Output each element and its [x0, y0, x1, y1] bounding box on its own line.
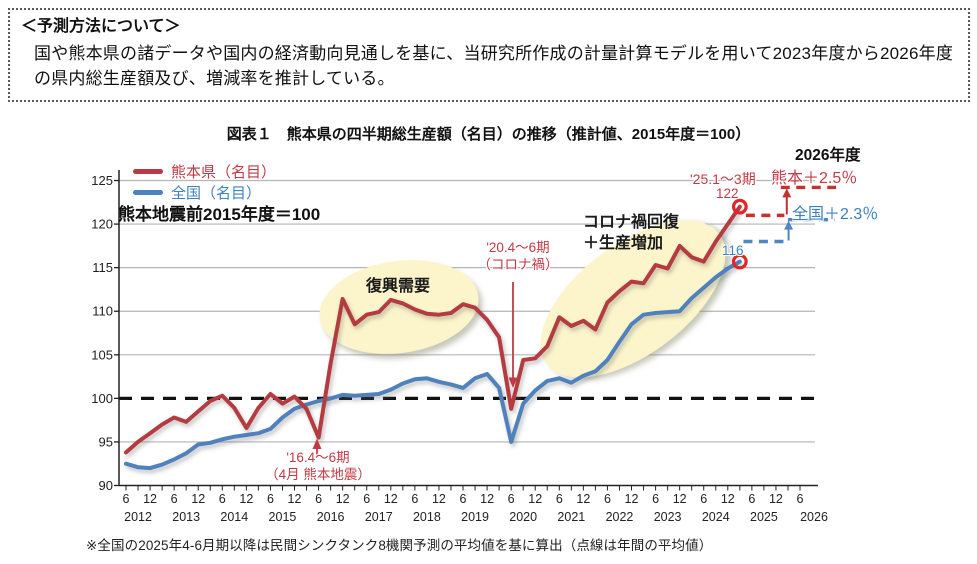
national-growth-arrowhead [784, 220, 794, 230]
x-year-label: 2013 [172, 510, 200, 524]
x-tick-label: 12 [769, 492, 783, 506]
x-year-label: 2020 [509, 510, 537, 524]
y-tick-label: 110 [92, 304, 113, 319]
x-tick-label: 12 [721, 492, 735, 506]
method-box-title: ＜予測方法について＞ [21, 18, 181, 35]
x-tick-label: 6 [123, 492, 130, 506]
x-tick-label: 12 [528, 492, 542, 506]
national-growth-label: 全国＋2.3％ [792, 206, 879, 223]
y-tick-label: 115 [92, 260, 113, 275]
legend-item-kumamoto: 熊本県（名目） [133, 161, 276, 182]
legend-label-kumamoto: 熊本県（名目） [171, 164, 277, 181]
y-tick-label: 95 [99, 434, 113, 449]
y-tick-label: 105 [91, 347, 113, 362]
kumamoto-growth-arrowhead [782, 188, 792, 198]
x-tick-label: 6 [652, 492, 659, 506]
x-tick-label: 12 [384, 492, 398, 506]
x-tick-label: 12 [288, 492, 302, 506]
quake-dip-line2: （4月 熊本地震） [265, 467, 371, 482]
corona-recovery-highlight-ellipse [540, 220, 726, 378]
x-year-label: 2024 [702, 510, 730, 524]
x-tick-label: 12 [191, 492, 205, 506]
national-line-swatch-icon [133, 190, 163, 195]
legend-label-national: 全国（名目） [171, 185, 262, 202]
x-tick-label: 6 [267, 492, 274, 506]
highlight-ellipses [319, 220, 726, 378]
x-year-label: 2026 [800, 510, 828, 524]
footnote: ※全国の2025年4-6月期以降は民間シンクタンク8機関予測の平均値を基に算出（… [86, 538, 713, 553]
corona-recovery-line2: ＋生産増加 [583, 235, 664, 252]
legend: 熊本県（名目） 全国（名目） [133, 161, 276, 203]
x-year-label: 2025 [750, 510, 778, 524]
x-year-label: 2023 [654, 510, 682, 524]
x-tick-label: 12 [576, 492, 590, 506]
x-year-label: 2019 [461, 510, 489, 524]
quake-dip-line1: '16.4～6期 [286, 450, 350, 465]
x-year-label: 2022 [606, 510, 634, 524]
kumamoto-line-swatch-icon [133, 169, 163, 174]
quake-dip-label: '16.4～6期 （4月 熊本地震） [256, 449, 380, 483]
fy2026-label: 2026年度 [795, 147, 861, 164]
national-line [124, 259, 742, 471]
recovery-highlight-ellipse [319, 260, 479, 354]
endpoint-circles [731, 198, 748, 270]
quake-arrow [312, 438, 322, 456]
x-tick-label: 6 [460, 492, 467, 506]
x-tick-label: 6 [363, 492, 370, 506]
covid-dip-line2: （コロナ禍） [477, 257, 559, 272]
x-tick-label: 6 [748, 492, 755, 506]
x-tick-label: 6 [171, 492, 178, 506]
corona-recovery-line1: コロナ禍回復 [583, 214, 680, 231]
base-year-note: 熊本地震前2015年度＝100 [118, 205, 321, 224]
y-tick-label: 90 [99, 478, 113, 493]
covid-dip-label: '20.4～6期 （コロナ禍） [463, 239, 573, 273]
x-year-label: 2012 [124, 510, 152, 524]
x-tick-label: 6 [604, 492, 611, 506]
legend-item-national: 全国（名目） [133, 182, 276, 203]
x-tick-label: 12 [673, 492, 687, 506]
x-tick-label: 12 [432, 492, 446, 506]
y-tick-label: 120 [91, 217, 113, 232]
x-year-label: 2017 [365, 510, 393, 524]
x-tick-label: 12 [336, 492, 350, 506]
kumamoto-growth-label: 熊本＋2.5％ [771, 170, 858, 187]
x-tick-label: 6 [411, 492, 418, 506]
x-tick-label: 12 [143, 492, 157, 506]
recovery-demand-label: 復興需要 [366, 278, 431, 295]
x-tick-label: 12 [625, 492, 639, 506]
x-tick-label: 6 [556, 492, 563, 506]
projection-dashes [743, 185, 837, 244]
covid-dip-line1: '20.4～6期 [486, 240, 550, 255]
kumamoto-endpoint-circle [731, 198, 748, 215]
x-tick-label: 6 [700, 492, 707, 506]
x-year-label: 2016 [317, 510, 345, 524]
x-year-label: 2018 [413, 510, 441, 524]
method-box: ＜予測方法について＞ 国や熊本県の諸データや国内の経済動向見通しを基に、当研究所… [8, 8, 970, 102]
x-tick-label: 6 [315, 492, 322, 506]
data-lines [124, 204, 742, 471]
x-tick-label: 6 [508, 492, 515, 506]
x-year-label: 2021 [557, 510, 585, 524]
latest-quarter-label: '25.1～3期 [690, 171, 756, 187]
national-end-value: 116 [722, 243, 744, 258]
kumamoto-line [124, 204, 742, 455]
covid-arrow [508, 282, 518, 388]
x-tick-label: 12 [239, 492, 253, 506]
method-box-body: 国や熊本県の諸データや国内の経済動向見通しを基に、当研究所作成の計量計算モデルを… [34, 43, 954, 89]
x-tick-label: 6 [797, 492, 804, 506]
x-tick-label: 6 [219, 492, 226, 506]
x-year-label: 2014 [220, 510, 248, 524]
chart-title: 図表１ 熊本県の四半期総生産額（名目）の推移（推計値、2015年度＝100） [226, 126, 751, 143]
kumamoto-end-value: 122 [716, 186, 739, 201]
x-year-label: 2015 [269, 510, 297, 524]
corona-recovery-label: コロナ禍回復 ＋生産増加 [583, 212, 679, 254]
x-tick-label: 12 [480, 492, 494, 506]
y-tick-label: 125 [91, 173, 113, 188]
y-tick-label: 100 [91, 391, 113, 406]
national-endpoint-circle [731, 253, 748, 270]
